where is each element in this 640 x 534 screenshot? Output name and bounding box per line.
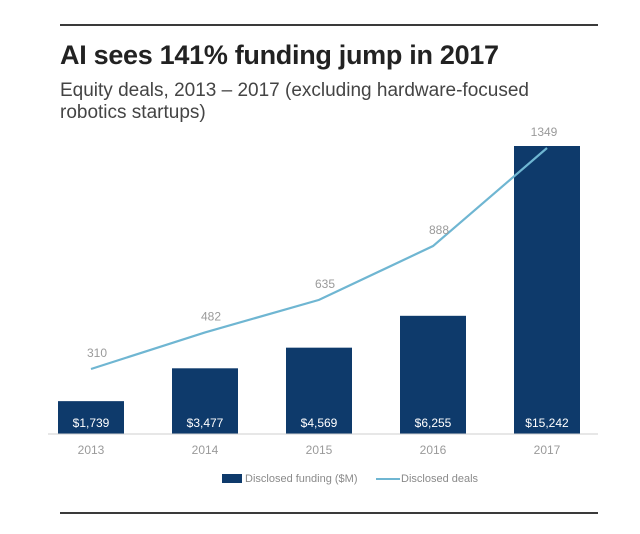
bar-2016: [400, 315, 466, 434]
deals-value-label-2013: 310: [87, 346, 107, 360]
deals-line: [90, 147, 548, 371]
x-tick-label-2015: 2015: [306, 443, 333, 457]
x-tick-label-2016: 2016: [420, 443, 447, 457]
chart-subtitle: Equity deals, 2013 – 2017 (excluding har…: [60, 80, 529, 123]
deals-value-label-2015: 635: [315, 277, 335, 291]
x-tick-label-2014: 2014: [192, 443, 219, 457]
deals-value-label-2017: 1349: [531, 125, 558, 139]
bar-value-label-2014: $3,477: [187, 416, 224, 430]
bar-value-label-2017: $15,242: [525, 416, 569, 430]
bars-layer: [58, 146, 580, 434]
legend-swatch-funding: [222, 474, 242, 483]
top-rule: [60, 24, 598, 26]
x-tick-label-2013: 2013: [78, 443, 105, 457]
chart-title: AI sees 141% funding jump in 2017: [60, 40, 499, 70]
legend-label-deals: Disclosed deals: [401, 473, 479, 485]
bar-value-label-2013: $1,739: [73, 416, 110, 430]
deals-value-label-2014: 482: [201, 309, 221, 323]
bar-value-label-2016: $6,255: [415, 416, 452, 430]
legend-label-funding: Disclosed funding ($M): [245, 473, 358, 485]
bar-2014: [172, 368, 238, 434]
bar-value-label-2015: $4,569: [301, 416, 338, 430]
labels-layer: $1,739 2013 $3,477 2014 $4,569 2015 $6,255 2016…: [73, 416, 569, 457]
x-tick-label-2017: 2017: [534, 443, 561, 457]
legend: Disclosed funding ($M) Disclosed deals: [222, 473, 479, 485]
deals-value-label-2016: 888: [429, 223, 449, 237]
line-layer: 310 482 635 888 1349: [87, 125, 558, 371]
bar-2013: [58, 401, 124, 434]
bar-2017: [514, 146, 580, 434]
bar-2015: [286, 347, 352, 434]
bottom-rule: [60, 512, 598, 514]
